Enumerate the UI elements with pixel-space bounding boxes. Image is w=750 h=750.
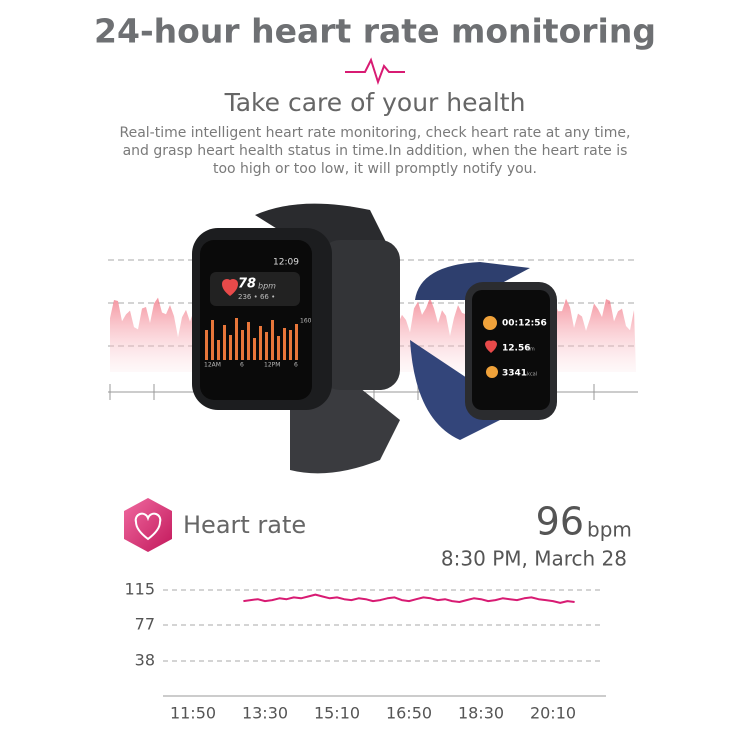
watch-distance-unit: km	[527, 347, 535, 353]
chart-title: Heart rate	[183, 511, 306, 539]
reading-unit: bpm	[587, 518, 632, 542]
watch-distance: 12.56	[502, 344, 530, 354]
y-tick-label: 115	[124, 580, 155, 599]
y-tick-label: 38	[135, 650, 155, 669]
watch-left: 12:09 78 bpm 236 • 66 • 160 12AM 6 12PM …	[192, 203, 400, 474]
x-tick-label: 11:50	[170, 704, 216, 723]
subtitle: Take care of your health	[224, 88, 526, 117]
pulse-icon	[345, 57, 405, 86]
heart-icon	[124, 498, 172, 552]
watch-axis-label: 6	[240, 362, 244, 369]
heart-icon-glyph	[134, 512, 162, 541]
description-line: and grasp heart health status in time.In…	[123, 143, 628, 159]
watch-heart-rate: 78	[238, 277, 256, 292]
watch-axis-label: 12AM	[204, 362, 221, 369]
watch-scale: 160	[300, 318, 312, 325]
watch-time: 12:09	[273, 258, 299, 268]
reading: 96	[536, 500, 584, 544]
x-tick-label: 20:10	[530, 704, 576, 723]
description-line: Real-time intelligent heart rate monitor…	[119, 125, 630, 141]
watch-axis-label: 6	[294, 362, 298, 369]
x-tick-label: 15:10	[314, 704, 360, 723]
title: 24-hour heart rate monitoring	[94, 12, 656, 51]
description-line: too high or too low, it will promptly no…	[213, 161, 537, 177]
watch-calories: 3341	[502, 369, 527, 379]
heart-rate-line	[243, 593, 575, 604]
x-tick-label: 13:30	[242, 704, 288, 723]
x-tick-label: 18:30	[458, 704, 504, 723]
watch-range: 236 • 66 •	[238, 293, 275, 301]
watch-right: 00:12:56 12.56 km 3341 kcal	[410, 262, 557, 440]
watch-heart-unit: bpm	[258, 282, 276, 291]
watch-axis-label: 12PM	[264, 362, 280, 369]
x-tick-label: 16:50	[386, 704, 432, 723]
watch-calories-unit: kcal	[527, 372, 537, 378]
timestamp: 8:30 PM, March 28	[441, 547, 627, 571]
y-tick-label: 77	[135, 615, 155, 634]
watch-timer: 00:12:56	[502, 319, 547, 329]
